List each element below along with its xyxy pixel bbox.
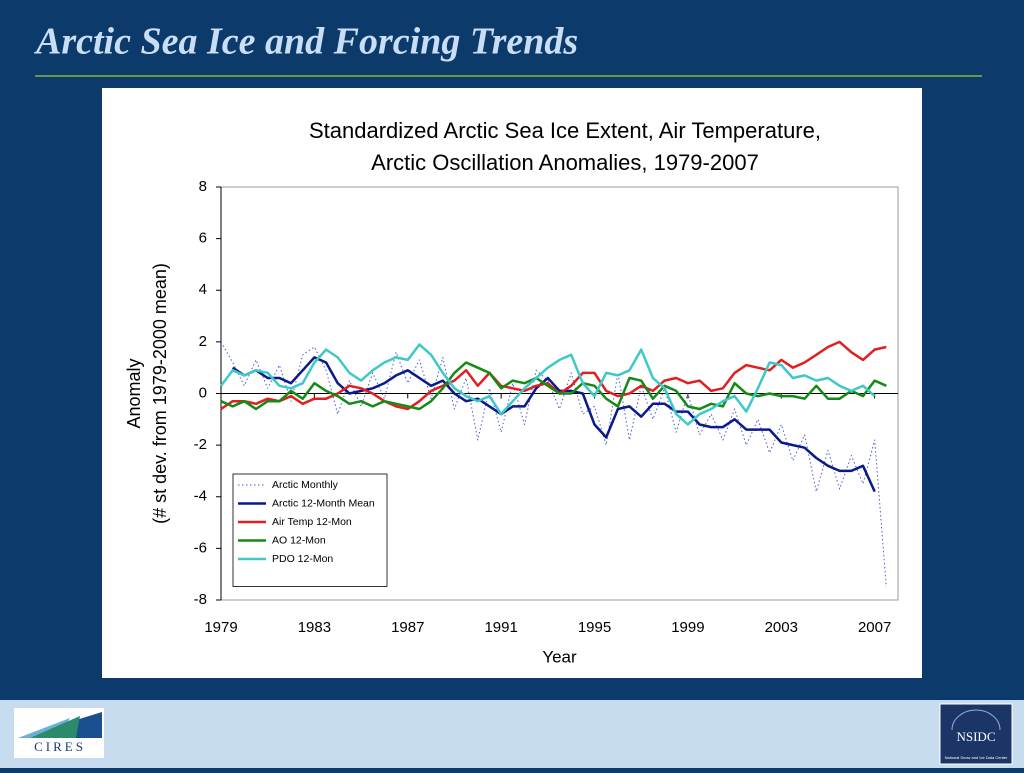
legend-label: Air Temp 12-Mon <box>272 516 352 528</box>
x-tick-label: 1987 <box>391 619 424 636</box>
logo-box <box>939 703 1013 765</box>
legend-label: PDO 12-Mon <box>272 553 333 565</box>
x-tick-label: 1991 <box>484 619 517 636</box>
slide-title: Arctic Sea Ice and Forcing Trends <box>34 21 578 63</box>
logo-text: CIRES <box>34 739 86 754</box>
y-tick-label: 4 <box>199 281 207 298</box>
logo-shape <box>951 709 1001 731</box>
logo-shape <box>30 716 80 738</box>
x-tick-label: 2007 <box>858 619 891 636</box>
y-axis-label: Anomaly <box>124 358 144 428</box>
y-axis-label: (# st dev. from 1979-2000 mean) <box>150 263 170 524</box>
cires-logo: CIRES <box>14 708 104 758</box>
y-tick-label: -6 <box>194 539 207 556</box>
y-tick-label: -8 <box>194 591 207 608</box>
legend-label: AO 12-Mon <box>272 534 326 546</box>
footer <box>0 700 1024 768</box>
chart-title: Arctic Oscillation Anomalies, 1979-2007 <box>371 150 759 175</box>
logo-subtext: National Snow and Ice Data Center <box>945 755 1008 760</box>
nsidc-logo: NSIDC National Snow and Ice Data Center <box>939 703 1013 765</box>
legend-label: Arctic 12-Month Mean <box>272 497 375 509</box>
x-axis-label: Year <box>542 647 577 666</box>
y-tick-label: 8 <box>199 178 207 195</box>
chart-title: Standardized Arctic Sea Ice Extent, Air … <box>309 118 821 143</box>
series-line <box>220 343 876 426</box>
y-tick-label: 6 <box>199 230 207 247</box>
legend-box <box>232 473 388 587</box>
y-tick-label: -4 <box>194 488 207 505</box>
chart-panel <box>102 88 922 678</box>
series-line <box>232 356 876 493</box>
y-tick-label: 0 <box>199 384 207 401</box>
x-tick-label: 1979 <box>204 619 237 636</box>
y-tick-label: 2 <box>199 333 207 350</box>
legend-label: Arctic Monthly <box>272 479 339 491</box>
logo-text: NSIDC <box>956 729 995 744</box>
legend: Arctic Monthly Arctic 12-Month Mean Air Te… <box>232 473 388 587</box>
series-line <box>220 361 887 411</box>
y-tick-label: -2 <box>194 436 207 453</box>
x-tick-label: 2003 <box>765 619 798 636</box>
x-tick-label: 1983 <box>298 619 331 636</box>
x-tick-label: 1999 <box>671 619 704 636</box>
x-tick-label: 1995 <box>578 619 611 636</box>
